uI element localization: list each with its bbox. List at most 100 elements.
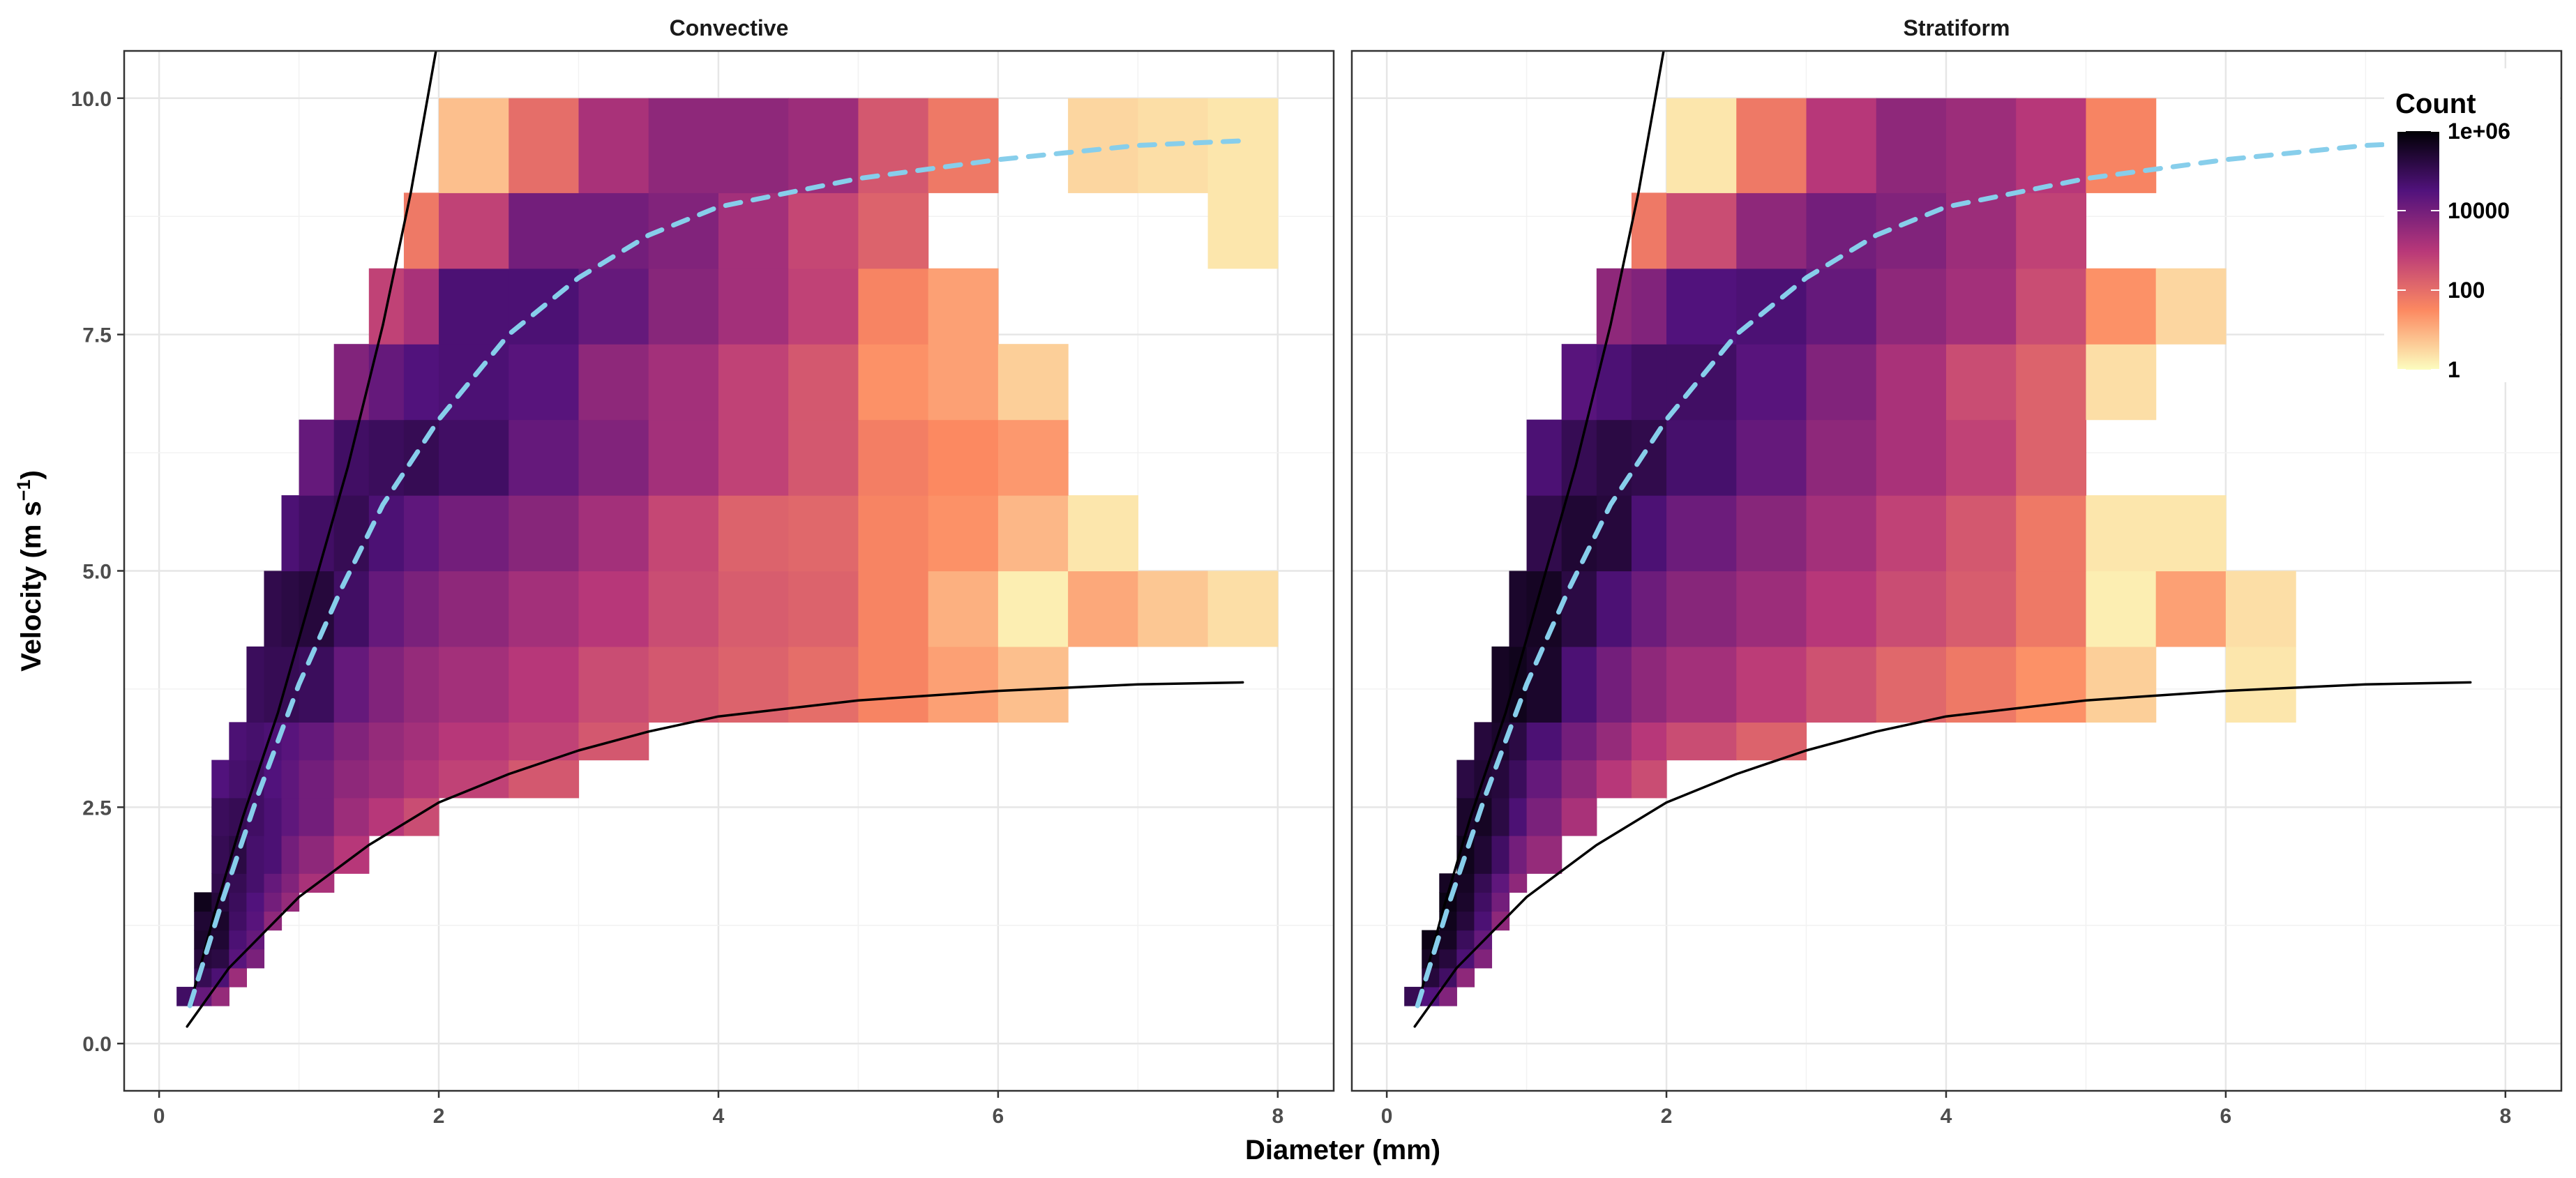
- heatmap-cell: [1509, 571, 1528, 647]
- heatmap-cell: [1666, 192, 1737, 269]
- heatmap-cell: [403, 495, 439, 572]
- heatmap-cell: [2155, 571, 2227, 647]
- heatmap-cell: [1456, 760, 1475, 799]
- heatmap-cell: [403, 760, 439, 799]
- fit-curve-solid: [1413, 681, 2472, 1028]
- heatmap-cell: [648, 344, 719, 421]
- heatmap-cell: [509, 495, 580, 572]
- heatmap-cell: [858, 571, 929, 647]
- heatmap-cell: [1876, 268, 1947, 345]
- x-tick-label: 2: [433, 1105, 445, 1128]
- heatmap-cell: [1666, 419, 1737, 496]
- heatmap-cell: [788, 268, 859, 345]
- heatmap-cell: [333, 760, 370, 799]
- heatmap-cell: [1631, 495, 1667, 572]
- x-tick-label: 0: [1381, 1105, 1393, 1128]
- legend-label: 1: [2448, 357, 2460, 382]
- heatmap-cell: [1876, 344, 1947, 421]
- heatmap-cell: [1439, 930, 1457, 950]
- heatmap-cell: [403, 797, 439, 836]
- heatmap-cell: [1439, 949, 1457, 969]
- heatmap-cell: [439, 495, 509, 572]
- heatmap-cell: [1806, 98, 1877, 193]
- y-axis-title: Velocity (m s−1): [13, 470, 47, 672]
- fit-curve-solid: [188, 51, 437, 1007]
- heatmap-cell: [928, 419, 999, 496]
- heatmap-cell: [648, 419, 719, 496]
- x-tick-label: 8: [2499, 1105, 2511, 1128]
- heatmap-cell: [2016, 192, 2087, 269]
- heatmap-cell: [281, 836, 300, 874]
- heatmap-cell: [211, 949, 229, 969]
- heatmap-cell: [1806, 344, 1877, 421]
- heatmap-cell: [578, 495, 649, 572]
- heatmap-cell: [439, 722, 509, 761]
- heatmap-cell: [1474, 911, 1493, 931]
- heatmap-cell: [509, 98, 580, 193]
- heatmap-cell: [368, 797, 405, 836]
- x-tick-label: 6: [2220, 1105, 2232, 1128]
- heatmap-cell: [788, 419, 859, 496]
- fit-curve-solid: [1416, 51, 1665, 1007]
- heatmap-cell: [1456, 892, 1475, 912]
- x-tick-label: 4: [713, 1105, 725, 1128]
- heatmap-cell: [1876, 646, 1947, 723]
- heatmap-cell: [1068, 571, 1138, 647]
- heatmap-cell: [1631, 192, 1667, 269]
- legend: Count 1 100 10000 1e+06: [2384, 68, 2560, 382]
- heatmap-cell: [368, 495, 405, 572]
- heatmap-cell: [229, 930, 248, 950]
- heatmap-cell: [439, 646, 509, 723]
- heatmap-cell: [281, 495, 300, 572]
- heatmap-cell: [858, 268, 929, 345]
- heatmap-cell: [2086, 344, 2157, 421]
- heatmap-cell: [578, 646, 649, 723]
- x-tick-label: 4: [1941, 1105, 1952, 1128]
- y-axis: 0.0 2.5 5.0 7.5 10.0: [71, 88, 124, 1056]
- heatmap-cell: [2155, 495, 2227, 572]
- y-axis-title-end: ): [16, 470, 47, 479]
- heatmap-cell: [648, 268, 719, 345]
- heatmap-cell: [368, 760, 405, 799]
- heatmap-cell: [648, 495, 719, 572]
- heatmap-cell: [333, 722, 370, 761]
- heatmap-cell: [1491, 836, 1510, 874]
- heatmap-cell: [1666, 268, 1737, 345]
- heatmap-cell: [299, 836, 335, 874]
- fit-curves: [1413, 51, 2473, 1028]
- heatmap-cell: [2016, 495, 2087, 572]
- heatmap-cell: [858, 495, 929, 572]
- heatmap-cell: [1876, 571, 1947, 647]
- heatmap-cell: [333, 419, 370, 496]
- heatmap-cell: [246, 873, 265, 893]
- fit-curve-solid: [186, 681, 1244, 1028]
- x-axis-stratiform: 0 2 4 6 8: [1381, 1091, 2511, 1128]
- heatmap-cell: [578, 344, 649, 421]
- heatmap-cell: [194, 911, 212, 931]
- heatmap-cell: [928, 268, 999, 345]
- heatmap-cell: [2225, 646, 2296, 723]
- heatmap-cell: [648, 571, 719, 647]
- heatmap-cell: [2016, 419, 2087, 496]
- heatmap-cell: [1561, 495, 1597, 572]
- heatmap-cell: [333, 646, 370, 723]
- heatmap-cell: [1509, 873, 1528, 893]
- heatmap-cell: [1456, 930, 1475, 950]
- panel-title: Stratiform: [1904, 15, 2010, 40]
- heatmap-cell: [264, 873, 283, 893]
- heatmap-cell: [509, 571, 580, 647]
- y-tick-label: 5.0: [82, 561, 112, 584]
- legend-colorbar: [2397, 131, 2439, 370]
- heatmap-cell: [928, 495, 999, 572]
- heatmap-cell: [1945, 646, 2017, 723]
- heatmap-cell: [2086, 268, 2157, 345]
- heatmap-cell: [1509, 836, 1528, 874]
- heatmap-cell: [858, 646, 929, 723]
- y-tick-label: 10.0: [71, 88, 112, 111]
- heatmap-cell: [2016, 98, 2087, 193]
- heatmap-cell: [1526, 722, 1562, 761]
- heatmap-cell: [1561, 797, 1597, 836]
- legend-title: Count: [2395, 89, 2476, 119]
- heatmap-cell: [1945, 98, 2017, 193]
